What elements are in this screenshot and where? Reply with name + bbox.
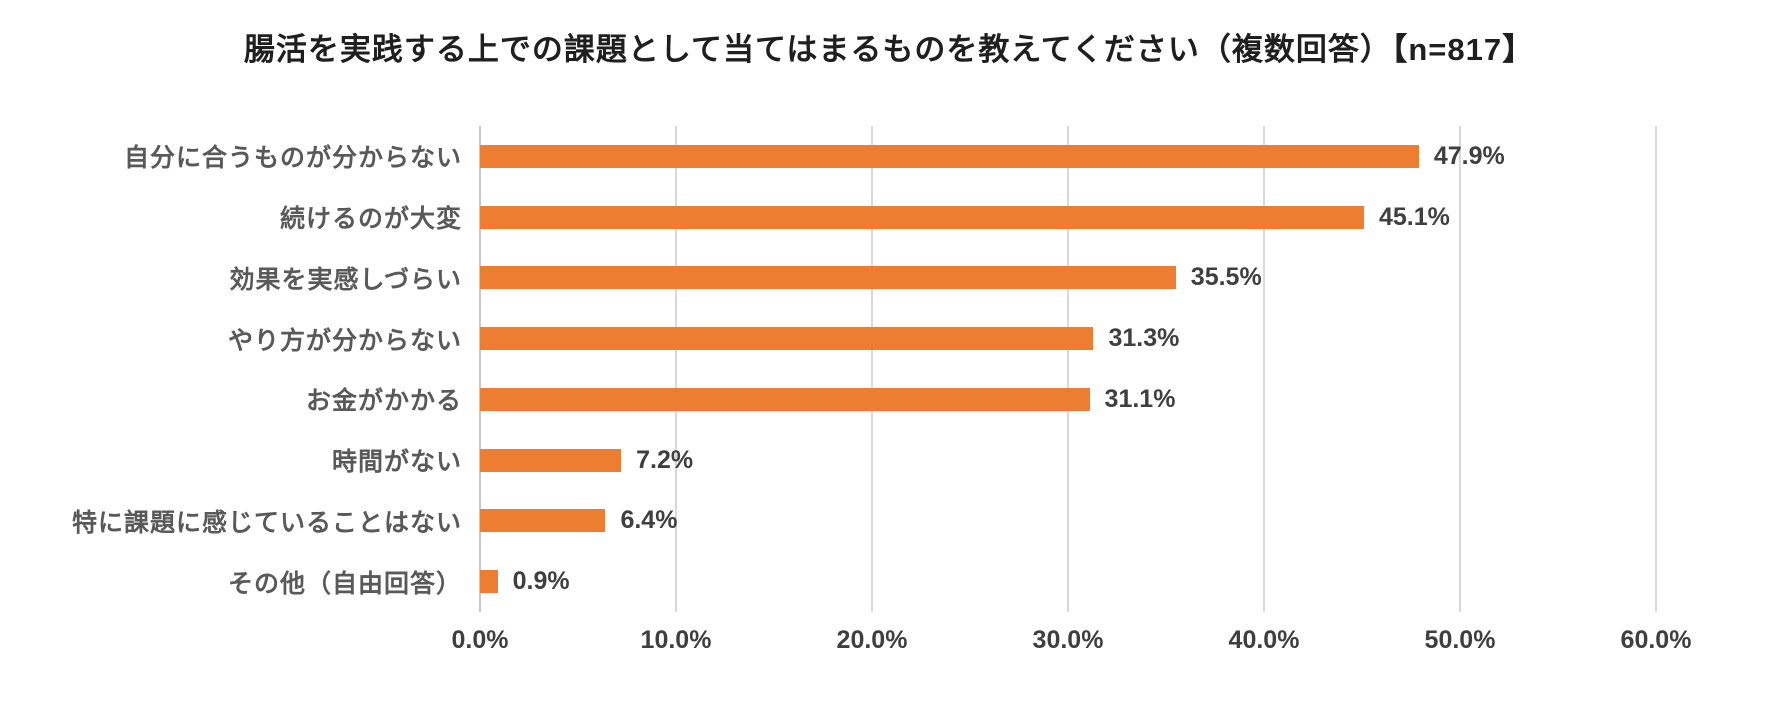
bar-row: 35.5%	[480, 248, 1656, 309]
value-label: 31.1%	[1104, 384, 1176, 413]
category-label: 自分に合うものが分からない	[123, 144, 462, 173]
bar-rows: 47.9% 45.1% 35.5% 31.3% 31.1% 7.2% 6.4% 0.9%	[480, 126, 1656, 612]
y-axis-line	[479, 126, 481, 612]
gridline	[871, 126, 873, 612]
category-label: その他（自由回答）	[227, 569, 462, 598]
bar	[480, 387, 1090, 411]
bar-row: 47.9%	[480, 126, 1656, 187]
category-label: 続けるのが大変	[279, 205, 462, 234]
bar-row: 31.1%	[480, 369, 1656, 430]
value-label: 31.3%	[1108, 324, 1180, 353]
gridline	[1067, 126, 1069, 612]
bar	[480, 144, 1419, 168]
chart-title: 腸活を実践する上での課題として当てはまるものを教えてください（複数回答）【n=8…	[243, 32, 1535, 67]
category-label: 効果を実感しづらい	[229, 265, 462, 294]
bar-row: 45.1%	[480, 187, 1656, 248]
x-axis-tick-label: 0.0%	[451, 626, 509, 654]
x-axis-tick-label: 30.0%	[1032, 626, 1104, 654]
gridline	[1263, 126, 1265, 612]
value-label: 7.2%	[636, 445, 694, 474]
bar	[480, 570, 498, 594]
category-labels-column: 自分に合うものが分からない続けるのが大変効果を実感しづらい やり方が分からないお金…	[0, 126, 462, 612]
bar-row: 0.9%	[480, 551, 1656, 612]
value-label: 45.1%	[1378, 202, 1450, 231]
x-axis: 0.0% 10.0% 20.0% 30.0% 40.0% 50.0% 60.0%	[452, 618, 1692, 660]
gridline	[1655, 126, 1657, 612]
gridline	[675, 126, 677, 612]
x-axis-tick-label: 40.0%	[1228, 626, 1300, 654]
bar	[480, 509, 606, 533]
bar	[480, 327, 1094, 351]
bar	[480, 266, 1176, 290]
plot-area: 47.9% 45.1% 35.5% 31.3% 31.1% 7.2% 6.4% 0.9%	[479, 126, 1657, 612]
value-label: 6.4%	[620, 506, 678, 535]
x-axis-tick-label: 50.0%	[1424, 626, 1496, 654]
bar-row: 31.3%	[480, 308, 1656, 369]
x-axis-tick-label: 20.0%	[836, 626, 908, 654]
bar-row: 7.2%	[480, 430, 1656, 491]
x-axis-tick-label: 10.0%	[640, 626, 712, 654]
category-label: 特に課題に感じていることはない	[71, 508, 462, 537]
x-axis-tick-label: 60.0%	[1620, 626, 1692, 654]
value-label: 47.9%	[1433, 141, 1505, 170]
category-label: やり方が分からない	[227, 326, 462, 355]
bar-row: 6.4%	[480, 491, 1656, 552]
bar	[480, 205, 1364, 229]
gridline	[1459, 126, 1461, 612]
category-label: 時間がない	[331, 448, 462, 477]
category-label: お金がかかる	[305, 387, 462, 416]
value-label: 35.5%	[1190, 263, 1262, 292]
value-label: 0.9%	[512, 567, 570, 596]
bar	[480, 448, 622, 472]
